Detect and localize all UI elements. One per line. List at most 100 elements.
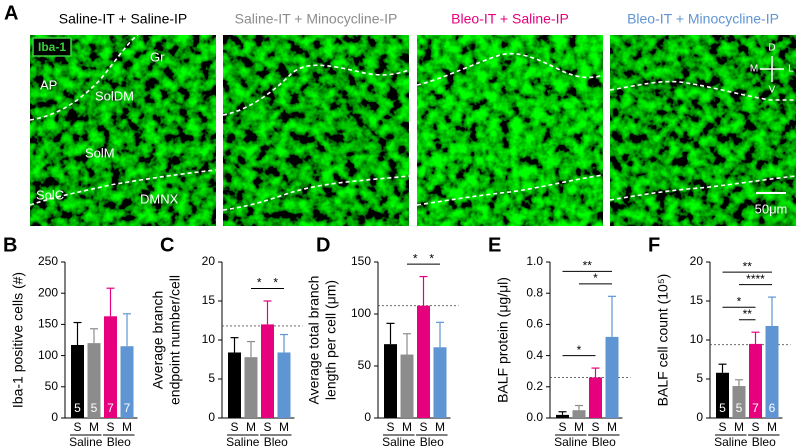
y-axis-label: BALF cell count (10⁵)	[655, 274, 671, 407]
compass-label: L	[788, 64, 794, 75]
y-tick-label: 0.4	[526, 348, 543, 362]
y-tick-label: 150	[351, 254, 371, 268]
group-label: Bleo	[107, 435, 131, 448]
x-tick-label: M	[574, 420, 584, 434]
x-tick-label: S	[718, 420, 726, 434]
bar	[556, 414, 569, 418]
bar	[749, 343, 762, 418]
compass-label: V	[769, 85, 776, 96]
bar	[277, 352, 291, 418]
group-label: Saline	[714, 435, 748, 448]
group-label: Saline	[382, 435, 416, 448]
chart: C Average branch endpoint number/cell 0 5 10 1…	[150, 234, 303, 448]
x-tick-label: S	[419, 420, 427, 434]
region-label: SolDM	[95, 88, 134, 103]
significance-label: **	[743, 259, 753, 273]
bar	[716, 372, 729, 418]
y-tick-label: 0.6	[526, 317, 543, 331]
x-tick-label: S	[558, 420, 566, 434]
y-axis-label: Iba-1 positive cells (#)	[10, 272, 26, 408]
bar	[605, 336, 619, 418]
x-tick-label: S	[263, 420, 271, 434]
y-tick-label: 150	[38, 317, 58, 331]
x-tick-label: S	[230, 420, 238, 434]
y-tick-label: 20	[690, 254, 704, 268]
significance-label: *	[429, 251, 434, 265]
significance-label: **	[583, 259, 593, 273]
significance-label: *	[257, 276, 262, 290]
y-tick-label: 0	[364, 410, 371, 424]
boundary	[29, 169, 217, 206]
y-tick-label: 5	[208, 371, 215, 385]
micrograph	[610, 35, 796, 226]
significance-label: ****	[746, 272, 765, 286]
y-tick-label: 200	[38, 285, 58, 299]
y-axis-label: Average total branch	[306, 276, 322, 405]
panel-label: D	[316, 234, 330, 256]
x-tick-label: M	[607, 420, 617, 434]
y-tick-label: 15	[690, 293, 704, 307]
image-title: Bleo-IT + Minocycline-IP	[627, 11, 779, 27]
group-label: Bleo	[752, 435, 776, 448]
boundary	[416, 174, 604, 206]
bar	[384, 344, 397, 418]
micrograph	[30, 35, 216, 226]
group-label: Saline	[69, 435, 103, 448]
bar	[244, 357, 258, 418]
boundary	[222, 175, 410, 211]
group-label: Saline	[226, 435, 260, 448]
panel-label: B	[3, 234, 17, 256]
boundary	[609, 80, 796, 101]
x-tick-label: S	[591, 420, 599, 434]
image-title: Saline-IT + Minocycline-IP	[235, 11, 398, 27]
significance-label: *	[273, 276, 278, 290]
boundary	[222, 64, 410, 116]
y-tick-label: 15	[202, 293, 216, 307]
y-tick-label: 250	[38, 254, 58, 268]
y-tick-label: 1.0	[526, 254, 543, 268]
bar	[120, 346, 134, 418]
scale-label: 50μm	[755, 201, 788, 216]
x-tick-label: M	[122, 420, 132, 434]
panel-label: C	[160, 234, 174, 256]
y-tick-label: 0	[51, 410, 58, 424]
significance-label: **	[743, 307, 753, 321]
y-tick-label: 50	[358, 358, 372, 372]
panel-label: E	[488, 234, 501, 256]
bar	[71, 344, 84, 418]
n-label: 5	[719, 401, 726, 415]
group-label: Bleo	[592, 435, 616, 448]
x-tick-label: S	[73, 420, 81, 434]
stain-box	[32, 37, 72, 57]
chart: B Iba-1 positive cells (#) 0 50 100 150 200 250…	[3, 234, 138, 448]
bar	[228, 352, 241, 418]
region-label: SolC	[36, 187, 64, 202]
y-tick-label: 0	[208, 410, 215, 424]
compass-label: M	[750, 64, 758, 75]
x-tick-label: M	[435, 420, 445, 434]
x-tick-label: S	[386, 420, 394, 434]
x-tick-label: M	[402, 420, 412, 434]
compass	[760, 56, 784, 82]
y-axis-label: BALF protein (μg/μl)	[495, 277, 511, 403]
n-label: 7	[107, 401, 114, 415]
n-label: 5	[736, 401, 743, 415]
x-tick-label: M	[246, 420, 256, 434]
boundary	[29, 34, 139, 121]
x-tick-label: M	[89, 420, 99, 434]
image-title: Bleo-IT + Saline-IP	[451, 11, 569, 27]
region-label: Gr	[150, 49, 165, 64]
significance-label: *	[737, 294, 742, 308]
region-label: SolM	[85, 145, 115, 160]
y-tick-label: 0.2	[526, 379, 543, 393]
n-label: 5	[74, 401, 81, 415]
y-axis-label: endpoint number/cell	[167, 275, 183, 405]
bar	[104, 316, 117, 418]
bar	[400, 354, 414, 418]
bar	[572, 410, 586, 418]
bar	[261, 324, 274, 418]
x-tick-label: S	[751, 420, 759, 434]
region-label: DMNX	[140, 191, 179, 206]
bar	[417, 305, 430, 418]
